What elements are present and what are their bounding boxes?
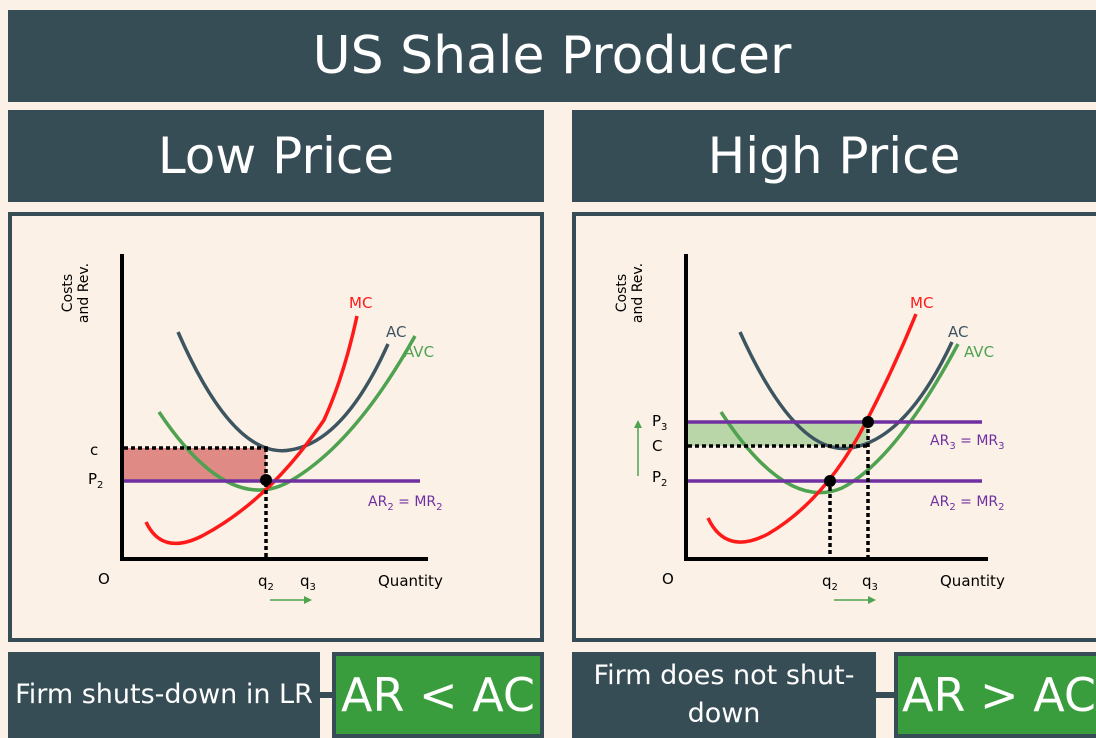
profit-area: [688, 422, 868, 446]
high-price-point: [862, 416, 874, 428]
x-axis-label: Quantity: [378, 572, 443, 590]
y-axis-label-line1: Costs: [614, 274, 630, 312]
q3-tick-label: q3: [862, 572, 878, 593]
ar3-mr3-label: AR3 = MR3: [930, 433, 1005, 452]
y-axis-label-line2: and Rev.: [630, 263, 646, 323]
q3-tick-label: q3: [300, 572, 316, 593]
arrow-up-icon: [634, 420, 642, 428]
mc-label: MC: [349, 294, 372, 312]
main-title: US Shale Producer: [8, 10, 1096, 102]
ar2-mr2-label: AR2 = MR2: [930, 494, 1005, 513]
ac-label: AC: [386, 323, 406, 341]
low-price-heading: Low Price: [8, 110, 544, 202]
arrow-head-icon: [868, 596, 876, 604]
q2-tick-label: q2: [822, 572, 838, 593]
y-axis-label-line2: and Rev.: [76, 263, 92, 323]
q2-tick-label: q2: [258, 572, 274, 593]
high-price-relation: AR > AC: [894, 652, 1096, 738]
low-price-relation: AR < AC: [332, 652, 544, 738]
high-price-cost-diagram: Costs and Rev. P3 C P2 O MC AC AVC AR3 =…: [614, 254, 1005, 604]
ac-curve: [176, 331, 390, 453]
p2-tick-label: P2: [88, 470, 103, 491]
p2-tick-label: P2: [652, 468, 667, 489]
avc-label: AVC: [404, 343, 434, 361]
avc-curve: [719, 343, 960, 495]
cost-tick-label: c: [90, 441, 98, 459]
low-price-cost-diagram: Costs and Rev. c P2 O MC AC AVC AR2 = MR…: [60, 254, 443, 604]
loss-area: [124, 448, 266, 481]
high-price-graph-panel: Costs and Rev. P3 C P2 O MC AC AVC AR3 =…: [572, 212, 1096, 642]
low-price-graph-panel: Costs and Rev. c P2 O MC AC AVC AR2 = MR…: [8, 212, 544, 642]
left-connector: [318, 692, 334, 698]
arrow-head-icon: [304, 596, 312, 604]
ac-label: AC: [948, 323, 968, 341]
y-axis-label-line1: Costs: [60, 274, 76, 312]
avc-label: AVC: [964, 343, 994, 361]
mc-label: MC: [910, 294, 933, 312]
x-axis-label: Quantity: [940, 572, 1005, 590]
origin-label: O: [662, 570, 674, 588]
low-price-note: Firm shuts-down in LR: [8, 652, 320, 738]
equilibrium-point: [260, 474, 272, 486]
high-price-heading: High Price: [572, 110, 1096, 202]
ar-mr-label: AR2 = MR2: [368, 494, 443, 513]
high-price-note: Firm does not shut-down: [572, 652, 876, 738]
right-connector: [874, 692, 896, 698]
mc-curve: [144, 315, 359, 546]
p3-tick-label: P3: [652, 412, 667, 433]
cost-tick-label: C: [652, 437, 662, 455]
origin-label: O: [98, 570, 110, 588]
low-price-point: [824, 475, 836, 487]
